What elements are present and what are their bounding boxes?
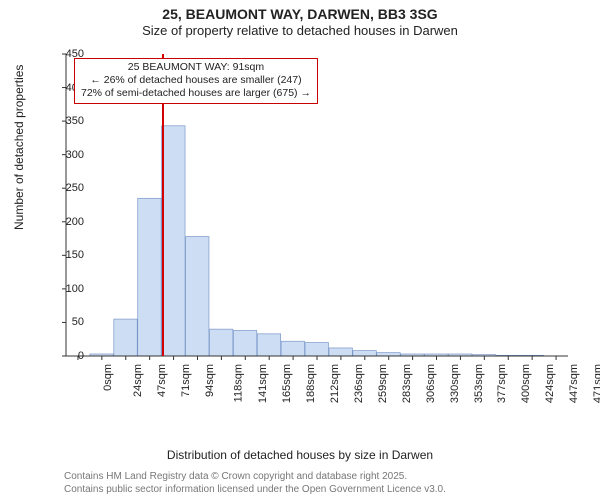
chart-title-main: 25, BEAUMONT WAY, DARWEN, BB3 3SG	[0, 6, 600, 23]
x-tick-label: 353sqm	[473, 364, 485, 403]
x-tick-label: 118sqm	[233, 364, 245, 402]
footer-line2: Contains public sector information licen…	[64, 484, 446, 497]
x-tick-label: 447sqm	[568, 364, 580, 403]
x-tick-label: 330sqm	[449, 364, 461, 403]
annotation-line1: 25 BEAUMONT WAY: 91sqm	[81, 61, 311, 74]
y-axis-label: Number of detached properties	[12, 65, 26, 230]
annotation-line2: ← 26% of detached houses are smaller (24…	[81, 74, 311, 87]
y-tick-label: 350	[44, 115, 84, 127]
footer-text: Contains HM Land Registry data © Crown c…	[64, 471, 446, 496]
x-tick-label: 188sqm	[305, 364, 317, 403]
y-tick-label: 300	[44, 149, 84, 161]
x-tick-label: 283sqm	[401, 364, 413, 403]
x-tick-label: 400sqm	[520, 364, 532, 403]
x-tick-label: 259sqm	[377, 364, 389, 403]
y-tick-label: 250	[44, 182, 84, 194]
x-tick-label: 141sqm	[258, 364, 270, 403]
x-tick-label: 471sqm	[592, 364, 600, 403]
footer-line1: Contains HM Land Registry data © Crown c…	[64, 471, 446, 484]
x-tick-label: 377sqm	[497, 364, 509, 403]
x-tick-label: 0sqm	[102, 364, 114, 391]
x-tick-label: 424sqm	[544, 364, 556, 403]
y-tick-label: 50	[44, 316, 84, 328]
y-tick-label: 150	[44, 249, 84, 261]
x-tick-label: 236sqm	[353, 364, 365, 403]
chart-title-sub: Size of property relative to detached ho…	[0, 23, 600, 39]
y-tick-label: 100	[44, 283, 84, 295]
y-tick-label: 0	[44, 350, 84, 362]
x-tick-label: 47sqm	[156, 364, 168, 397]
x-axis-label: Distribution of detached houses by size …	[0, 448, 600, 462]
annotation-box: 25 BEAUMONT WAY: 91sqm ← 26% of detached…	[74, 58, 318, 104]
annotation-line3: 72% of semi-detached houses are larger (…	[81, 87, 311, 100]
x-tick-label: 94sqm	[204, 364, 216, 397]
x-tick-label: 165sqm	[281, 364, 293, 403]
x-tick-label: 212sqm	[329, 364, 341, 403]
x-tick-label: 71sqm	[180, 364, 192, 397]
x-tick-label: 306sqm	[425, 364, 437, 403]
x-tick-label: 24sqm	[132, 364, 144, 397]
y-tick-label: 200	[44, 216, 84, 228]
